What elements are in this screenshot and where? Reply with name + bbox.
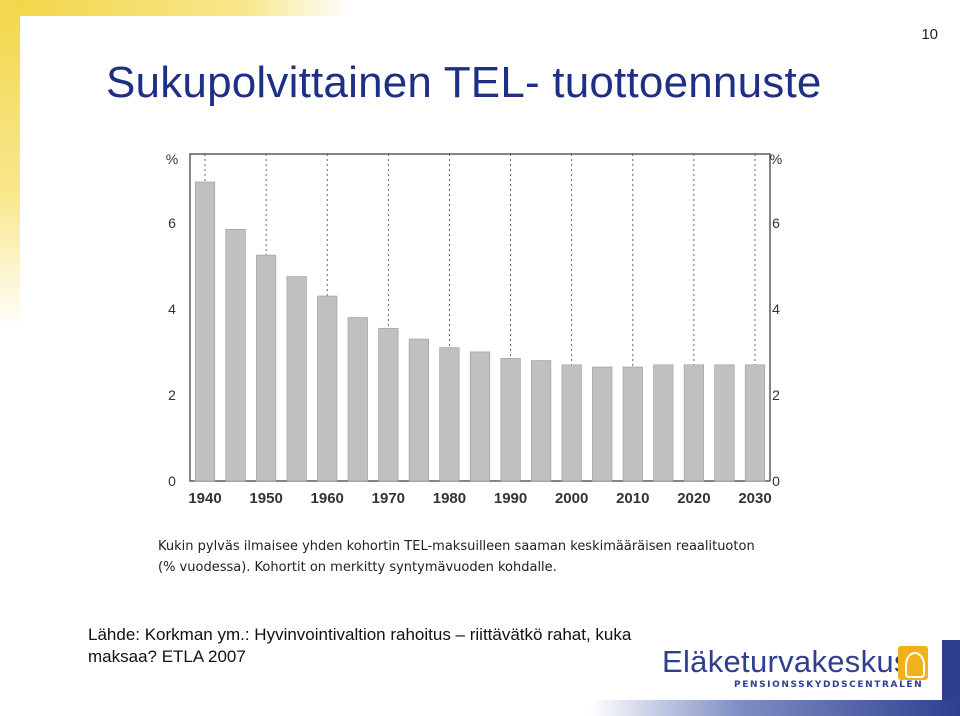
decorative-stripe-left: [0, 0, 20, 330]
logo-emblem-icon: [898, 646, 928, 680]
bar-1975: [408, 338, 429, 482]
logo-name: Eläketurvakeskus: [662, 644, 910, 679]
bar-2030: [744, 364, 766, 482]
bar-1970: [378, 327, 399, 482]
bar-1995: [531, 360, 552, 482]
x-tick-2020: 2020: [677, 490, 710, 507]
source-line-2: maksaa? ETLA 2007: [88, 647, 246, 666]
decorative-stripe-right: [942, 640, 960, 716]
x-tick-1960: 1960: [311, 490, 344, 507]
x-tick-2030: 2030: [738, 490, 771, 507]
source-line-1: Lähde: Korkman ym.: Hyvinvointivaltion r…: [88, 625, 632, 644]
x-tick-2000: 2000: [555, 490, 588, 507]
chart-caption-line-2: (% vuodessa). Kohortit on merkitty synty…: [158, 560, 557, 575]
bar-2015: [653, 364, 674, 482]
decorative-stripe-top: [20, 0, 350, 16]
brand-logo: Eläketurvakeskus PENSIONSSKYDDSCENTRALEN: [662, 644, 932, 694]
x-tick-1940: 1940: [188, 490, 221, 507]
logo-subtitle: PENSIONSSKYDDSCENTRALEN: [734, 680, 924, 690]
y-tick-right-0: 0: [772, 473, 780, 489]
source-citation: Lähde: Korkman ym.: Hyvinvointivaltion r…: [88, 624, 708, 668]
bar-2000: [561, 364, 582, 482]
bar-2010: [622, 366, 643, 482]
bar-1955: [286, 276, 307, 482]
x-tick-1970: 1970: [372, 490, 405, 507]
bar-1945: [225, 228, 246, 482]
decorative-stripe-bottom: [590, 700, 960, 716]
bar-1985: [469, 351, 491, 482]
y-tick-left-2: 2: [168, 387, 176, 403]
bar-1960: [317, 295, 338, 482]
chart-caption: Kukin pylväs ilmaisee yhden kohortin TEL…: [158, 536, 778, 578]
x-tick-2010: 2010: [616, 490, 649, 507]
y-tick-right-6: 6: [772, 215, 780, 231]
bar-1980: [439, 347, 460, 482]
bar-1965: [347, 317, 368, 482]
bar-1990: [500, 358, 521, 482]
x-tick-1990: 1990: [494, 490, 527, 507]
y-tick-left-6: 6: [168, 215, 176, 231]
slide-number: 10: [921, 26, 938, 43]
bar-2020: [683, 364, 704, 482]
y-tick-right-2: 2: [772, 387, 780, 403]
y-axis-unit-left: %: [166, 151, 178, 167]
bar-1940: [194, 181, 216, 482]
y-tick-left-4: 4: [168, 301, 176, 317]
slide-title: Sukupolvittainen TEL- tuottoennuste: [106, 58, 822, 107]
chart-caption-line-1: Kukin pylväs ilmaisee yhden kohortin TEL…: [158, 539, 755, 554]
bar-2025: [714, 364, 735, 482]
y-axis-unit-right: %: [770, 151, 782, 167]
bar-2005: [592, 366, 613, 482]
x-tick-1980: 1980: [433, 490, 466, 507]
y-tick-right-4: 4: [772, 301, 780, 317]
bar-chart: 0 0 2 2 4 4 6 6% % 1940 1950 1960 1970 1980 1990 2000 20…: [166, 151, 782, 507]
y-tick-left-0: 0: [168, 473, 176, 489]
bar-1950: [256, 254, 277, 482]
x-tick-1950: 1950: [249, 490, 282, 507]
chart-container: 0 0 2 2 4 4 6 6%% 1940 1950 1960 1970 1980 1990 2000 20…: [150, 140, 790, 580]
